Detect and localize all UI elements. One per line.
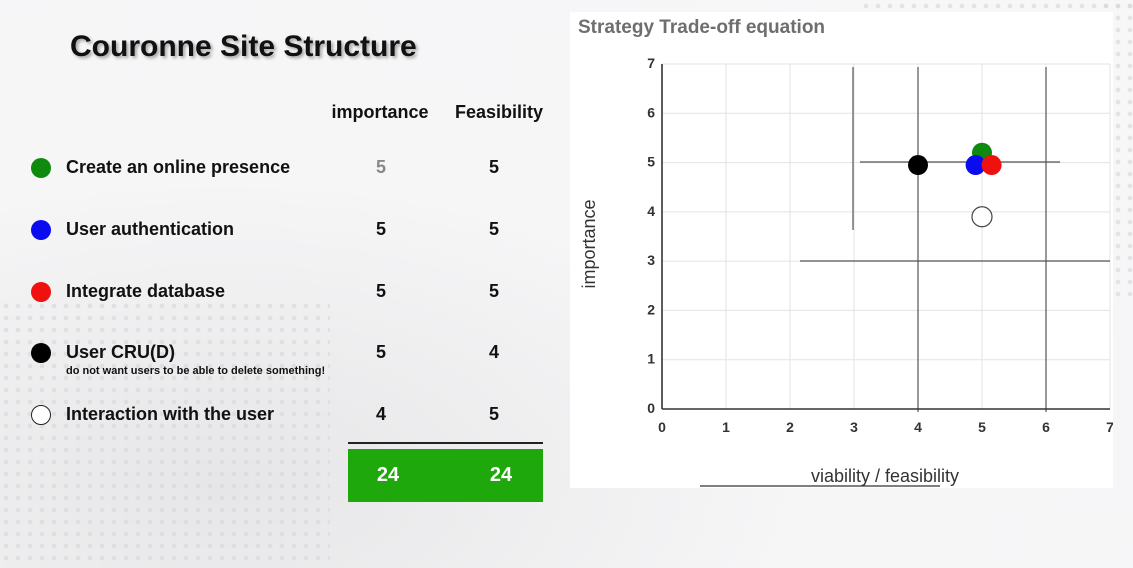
total-importance: 24 — [376, 464, 400, 486]
y-tick-label: 3 — [647, 252, 655, 268]
y-axis-label: importance — [579, 199, 599, 288]
x-tick-label: 0 — [658, 419, 666, 435]
importance-value: 5 — [375, 219, 386, 239]
black-dot-icon — [31, 343, 51, 363]
y-tick-label: 1 — [647, 351, 655, 367]
x-tick-label: 7 — [1106, 419, 1113, 435]
list-item: User authentication 5 5 — [0, 211, 560, 251]
feasibility-value: 4 — [488, 342, 499, 362]
x-tick-label: 6 — [1042, 419, 1050, 435]
x-axis-label: viability / feasibility — [811, 466, 959, 486]
y-tick-label: 6 — [647, 104, 655, 120]
feasibility-value: 5 — [488, 219, 499, 239]
scatter-chart: 0 1 2 3 4 5 6 7 0 1 2 3 4 5 6 7 viability / feasibility… — [579, 55, 1113, 487]
importance-value: 4 — [375, 404, 386, 424]
item-note: do not want users to be able to delete s… — [66, 365, 326, 377]
list-item: User CRU(D) do not want users to be able… — [0, 334, 560, 377]
y-tick-label: 0 — [647, 400, 655, 416]
feasibility-value: 5 — [488, 157, 499, 177]
importance-value: 5 — [375, 157, 386, 177]
blue-dot-icon — [31, 220, 51, 240]
white-dot-icon — [31, 405, 51, 425]
y-tick-label: 2 — [647, 301, 655, 317]
column-header-importance: importance — [331, 102, 429, 122]
y-tick-label: 4 — [647, 203, 655, 219]
list-item: Interaction with the user 4 5 — [0, 396, 560, 436]
item-label: Integrate database — [66, 281, 226, 301]
y-tick-label: 5 — [647, 154, 655, 170]
feasibility-value: 5 — [488, 281, 499, 301]
totals-box: 24 24 — [348, 449, 543, 502]
chart-panel: Strategy Trade-off equation 0 1 2 3 4 5 6 7 0 1 2 3… — [570, 12, 1113, 488]
x-tick-label: 2 — [786, 419, 794, 435]
column-header-feasibility: Feasibility — [454, 102, 544, 122]
importance-value: 5 — [375, 281, 386, 301]
y-tick-label: 7 — [647, 55, 655, 71]
x-tick-label: 4 — [914, 419, 922, 435]
red-dot-icon — [31, 282, 51, 302]
x-tick-label: 1 — [722, 419, 730, 435]
data-point — [981, 155, 1002, 176]
data-point — [908, 155, 928, 176]
x-tick-label: 3 — [850, 419, 858, 435]
item-label: User authentication — [66, 219, 235, 239]
page-title: Couronne Site Structure — [70, 30, 417, 63]
item-label: Interaction with the user — [66, 404, 275, 424]
list-item: Integrate database 5 5 — [0, 273, 560, 313]
importance-value: 5 — [375, 342, 386, 362]
data-point — [971, 206, 993, 228]
data-point — [965, 155, 986, 176]
list-item: Create an online presence 5 5 — [0, 149, 560, 189]
item-label: Create an online presence — [66, 157, 291, 177]
total-divider — [348, 442, 543, 444]
x-tick-label: 5 — [978, 419, 986, 435]
total-feasibility: 24 — [489, 464, 513, 486]
dot-pattern-top — [860, 0, 1133, 12]
item-label: User CRU(D) — [66, 342, 176, 362]
feasibility-value: 5 — [488, 404, 499, 424]
chart-title: Strategy Trade-off equation — [578, 17, 826, 38]
green-dot-icon — [31, 158, 51, 178]
